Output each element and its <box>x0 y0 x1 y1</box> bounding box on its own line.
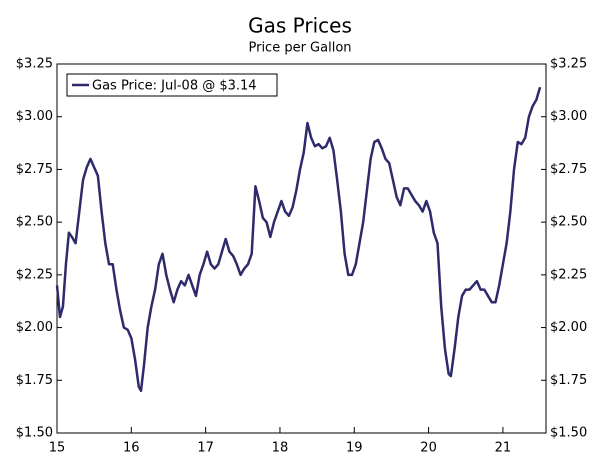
y-tick-label: $1.50 <box>16 426 53 441</box>
legend-box <box>66 73 278 97</box>
y-tick-label: $1.75 <box>16 373 53 388</box>
y2-tick-label: $3.00 <box>550 109 587 124</box>
y-tick-label: $2.50 <box>16 215 53 230</box>
x-tick-label: 20 <box>420 441 437 456</box>
y2-tick-label: $2.50 <box>550 215 587 230</box>
y-tick-label: $3.25 <box>16 57 53 72</box>
y2-tick-label: $2.75 <box>550 162 587 177</box>
y-tick-label: $3.00 <box>16 109 53 124</box>
y2-tick-label: $2.00 <box>550 320 587 335</box>
x-tick-label: 21 <box>495 441 512 456</box>
x-tick-label: 15 <box>49 441 66 456</box>
y2-tick-label: $1.75 <box>550 373 587 388</box>
plot-frame <box>56 63 547 434</box>
y-tick-label: $2.75 <box>16 162 53 177</box>
y-tick-label: $2.25 <box>16 267 53 282</box>
x-tick-label: 16 <box>123 441 140 456</box>
x-tick-label: 18 <box>272 441 289 456</box>
line-series <box>55 86 542 393</box>
legend-label: Gas Price: Jul-08 @ $3.14 <box>92 79 257 94</box>
y2-tick-label: $1.50 <box>550 426 587 441</box>
chart-title: Gas Prices <box>248 14 352 38</box>
y-tick-label: $2.00 <box>16 320 53 335</box>
x-tick-label: 17 <box>197 441 214 456</box>
y2-tick-label: $2.25 <box>550 267 587 282</box>
y2-tick-label: $3.25 <box>550 57 587 72</box>
x-tick-label: 19 <box>346 441 363 456</box>
chart-subtitle: Price per Gallon <box>248 41 351 56</box>
